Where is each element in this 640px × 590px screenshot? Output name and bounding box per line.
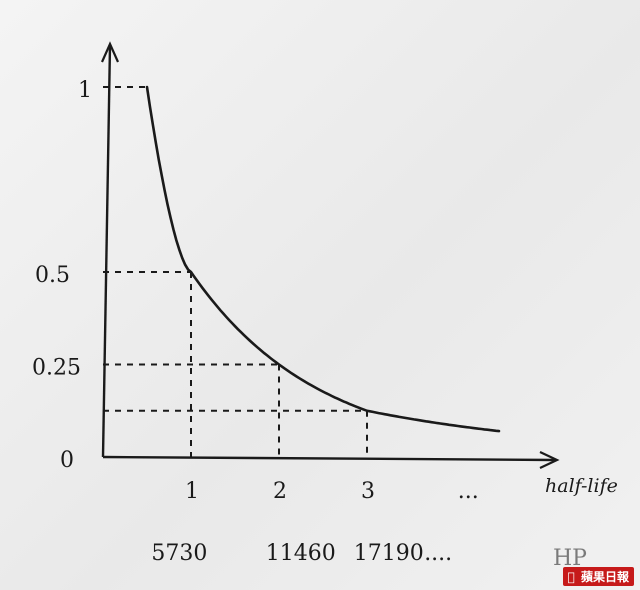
watermark-text: 蘋果日報 [580,570,629,584]
series [145,85,501,433]
x-secondary-tick-label: 17190 [354,541,424,566]
apple-icon:  [568,570,575,584]
scribble-mark: HP [553,546,587,571]
y-tick-label: 0.25 [32,356,81,381]
x-tick-labels: 1 2 3... [185,479,479,504]
axes [100,41,560,469]
x-secondary-tick-label: 5730 [151,541,207,566]
x-secondary-tick-label: 11460 [266,541,336,566]
watermark-badge:  蘋果日報 [562,567,634,586]
reference-lines [103,86,368,457]
x-tick-label: 3 [361,479,375,504]
x-tick-label: 2 [273,479,287,504]
x-axis-label: half-life [545,475,618,497]
x-axis-arrow-icon [539,451,560,469]
x-tick-label: ... [458,479,479,504]
y-tick-label: 0 [60,448,74,473]
decay-curve [145,85,501,433]
y-tick-label: 0.5 [35,263,70,288]
y-tick-label: 1 [78,78,92,103]
x-tick-label: 1 [185,479,199,504]
x-secondary-tick-label: .... [424,541,452,566]
x-axis [102,455,556,462]
y-axis-arrow-icon [100,41,120,63]
y-axis [101,44,112,458]
y-tick-labels: 1 0.5 0.25 0 [32,78,92,473]
x-secondary-tick-labels: 5730 11460 17190.... [151,541,452,566]
